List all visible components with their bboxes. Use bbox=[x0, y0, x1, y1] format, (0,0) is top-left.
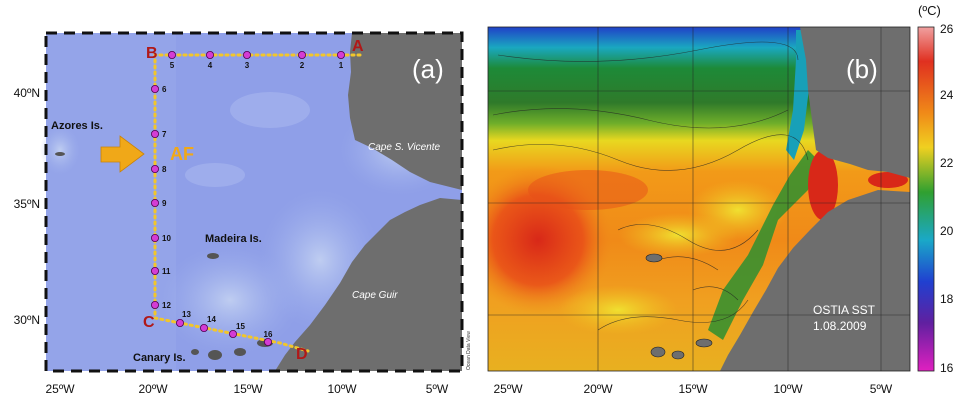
iberia-land bbox=[348, 33, 462, 190]
corner-label-c: C bbox=[143, 314, 155, 331]
lon-tick: 10ºW bbox=[773, 382, 803, 396]
colorbar-tick: 18 bbox=[940, 292, 954, 306]
lon-tick: 25ºW bbox=[45, 382, 75, 396]
lon-tick: 15ºW bbox=[678, 382, 708, 396]
azores-label: Azores Is. bbox=[51, 120, 103, 132]
colorbar-tick: 22 bbox=[940, 156, 954, 170]
colorbar-tick: 26 bbox=[940, 22, 954, 36]
station-14 bbox=[199, 323, 208, 332]
lon-tick: 20ºW bbox=[583, 382, 613, 396]
lon-tick: 5ºW bbox=[870, 382, 893, 396]
africa-land-b bbox=[720, 190, 910, 371]
station-label: 11 bbox=[162, 267, 171, 276]
station-3 bbox=[242, 51, 251, 60]
station-markers bbox=[150, 51, 345, 346]
station-label: 10 bbox=[162, 234, 171, 243]
station-label: 16 bbox=[264, 330, 273, 339]
map-panel-b: (b) OSTIA SST 1.08.2009 25ºW 20ºW 15ºW 1… bbox=[487, 3, 954, 396]
station-9 bbox=[150, 198, 159, 207]
station-label: 7 bbox=[162, 130, 167, 139]
station-label: 2 bbox=[300, 61, 305, 70]
station-label: 6 bbox=[162, 85, 167, 94]
station-label: 4 bbox=[208, 61, 213, 70]
colorbar-unit: (ºC) bbox=[918, 3, 941, 18]
colorbar bbox=[917, 26, 935, 372]
cape-vicente-label: Cape S. Vicente bbox=[368, 142, 441, 153]
station-label: 15 bbox=[236, 322, 245, 331]
station-16 bbox=[263, 337, 272, 346]
canary-label: Canary Is. bbox=[133, 352, 186, 364]
colorbar-tick: 16 bbox=[940, 361, 954, 375]
lat-tick: 40ºN bbox=[14, 86, 40, 100]
panel-a-label: (a) bbox=[412, 54, 444, 84]
station-11 bbox=[150, 266, 159, 275]
station-15 bbox=[228, 329, 237, 338]
iberia-land-b bbox=[800, 27, 910, 178]
station-label: 8 bbox=[162, 165, 167, 174]
corner-label-d: D bbox=[296, 346, 308, 363]
sst-source-label: OSTIA SST bbox=[813, 303, 876, 317]
lon-tick: 20ºW bbox=[138, 382, 168, 396]
station-13 bbox=[175, 318, 184, 327]
station-10 bbox=[150, 233, 159, 242]
station-label: 12 bbox=[162, 301, 171, 310]
station-label: 13 bbox=[182, 310, 191, 319]
madeira-label: Madeira Is. bbox=[205, 233, 262, 245]
station-label: 14 bbox=[207, 315, 216, 324]
africa-land bbox=[275, 198, 462, 371]
station-1 bbox=[336, 51, 345, 60]
lon-tick: 15ºW bbox=[233, 382, 263, 396]
madeira-island bbox=[207, 253, 219, 259]
station-7 bbox=[150, 129, 159, 138]
station-8 bbox=[150, 164, 159, 173]
panel-b-label: (b) bbox=[846, 54, 878, 84]
lat-tick: 35ºN bbox=[14, 197, 40, 211]
lon-tick: 5ºW bbox=[426, 382, 449, 396]
map-panel-a: 1 2 3 4 5 6 7 8 9 10 11 12 13 14 15 16 A… bbox=[14, 31, 472, 396]
station-6 bbox=[150, 85, 159, 94]
station-label: 9 bbox=[162, 199, 167, 208]
colorbar-tick: 20 bbox=[940, 224, 954, 238]
station-label: 3 bbox=[245, 61, 250, 70]
station-12 bbox=[150, 300, 159, 309]
lon-tick: 25ºW bbox=[493, 382, 523, 396]
station-2 bbox=[297, 51, 306, 60]
af-label: AF bbox=[170, 144, 194, 164]
lat-tick: 30ºN bbox=[14, 313, 40, 327]
corner-label-b: B bbox=[146, 45, 158, 62]
lon-tick: 10ºW bbox=[327, 382, 357, 396]
station-label: 1 bbox=[339, 61, 344, 70]
station-5 bbox=[167, 51, 176, 60]
corner-label-a: A bbox=[352, 38, 364, 55]
odv-credit: Ocean Data View bbox=[466, 331, 472, 370]
colorbar-tick: 24 bbox=[940, 88, 954, 102]
station-label: 5 bbox=[170, 61, 175, 70]
sst-date-label: 1.08.2009 bbox=[813, 319, 867, 333]
transect-line bbox=[153, 53, 362, 353]
cape-guir-label: Cape Guir bbox=[352, 290, 398, 301]
station-4 bbox=[205, 51, 214, 60]
af-arrow-icon bbox=[100, 135, 145, 173]
